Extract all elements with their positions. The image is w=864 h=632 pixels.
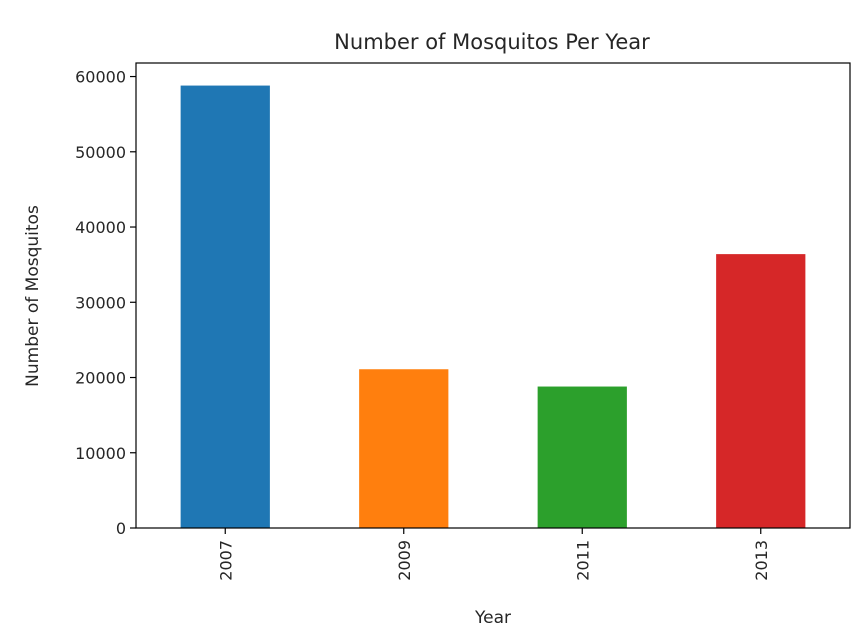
y-tick-label: 0 <box>116 519 126 538</box>
bar-2011 <box>537 386 627 528</box>
y-tick-label: 50000 <box>75 143 126 162</box>
plot-frame <box>135 62 851 529</box>
y-tick-label: 30000 <box>75 293 126 312</box>
y-axis-label: Number of Mosquitos <box>23 205 43 387</box>
bar-2013 <box>716 254 806 528</box>
x-tick-label: 2013 <box>752 540 771 581</box>
x-axis-label: Year <box>474 608 511 628</box>
x-tick-label: 2011 <box>573 540 592 581</box>
bar-2007 <box>180 85 270 528</box>
x-tick-label: 2009 <box>395 540 414 581</box>
bars-group <box>180 85 806 528</box>
y-tick-label: 60000 <box>75 68 126 87</box>
x-tick-label: 2007 <box>216 540 235 581</box>
x-axis: 2007 2009 2011 2013 <box>216 528 771 581</box>
chart-title: Number of Mosquitos Per Year <box>334 30 650 54</box>
y-axis: 0 10000 20000 30000 40000 50000 60000 <box>75 68 136 538</box>
y-tick-label: 10000 <box>75 444 126 463</box>
y-tick-label: 20000 <box>75 369 126 388</box>
y-tick-label: 40000 <box>75 218 126 237</box>
bar-2009 <box>359 369 449 528</box>
